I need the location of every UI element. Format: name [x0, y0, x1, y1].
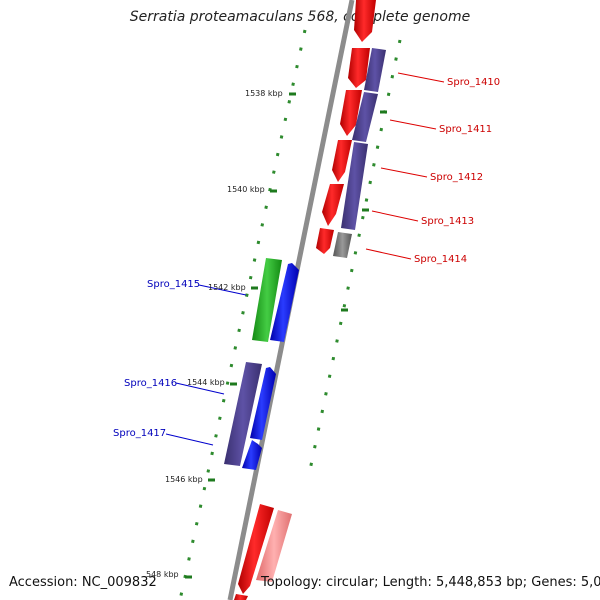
tick-labels: 1538 kbp 1540 kbp 1542 kbp 1544 kbp 1546…	[146, 89, 283, 579]
gene-label-spro-1410[interactable]: Spro_1410	[447, 77, 500, 88]
gene-block-pink	[256, 510, 292, 582]
gene-label-spro-1417[interactable]: Spro_1417	[113, 428, 166, 439]
gene-label-spro-1416[interactable]: Spro_1416	[124, 378, 177, 389]
tick-label: 1538 kbp	[245, 89, 283, 98]
gene-block-green	[252, 258, 282, 342]
tick-label: 1542 kbp	[208, 283, 246, 292]
tick-label: 1544 kbp	[187, 378, 225, 387]
gene-arrow	[332, 140, 352, 182]
gene-arrow	[238, 504, 274, 594]
gene-arrow	[316, 228, 334, 254]
connector-lines-left	[165, 284, 247, 446]
gene-labels: Spro_1410 Spro_1411 Spro_1412 Spro_1413 …	[113, 77, 500, 439]
gene-label-spro-1413[interactable]: Spro_1413	[421, 216, 474, 227]
gene-label-spro-1412[interactable]: Spro_1412	[430, 172, 483, 183]
tick-label: 1540 kbp	[227, 185, 265, 194]
gene-arrow	[322, 184, 344, 226]
gene-block-purple	[352, 92, 378, 142]
gene-label-spro-1411[interactable]: Spro_1411	[439, 124, 492, 135]
gene-block-gray	[333, 232, 352, 258]
gene-arrow	[340, 90, 362, 136]
gene-block-purple	[224, 362, 262, 466]
connector-lines-right	[365, 72, 445, 260]
map-title: Serratia proteamaculans 568, complete ge…	[129, 9, 471, 25]
gene-arrow	[348, 48, 370, 88]
topology-text: Topology: circular; Length: 5,448,853 bp…	[261, 575, 600, 590]
gene-arrow-blue	[242, 440, 262, 470]
inner-tick-track	[178, 29, 307, 600]
tick-label: 1546 kbp	[165, 475, 203, 484]
tick-label: 548 kbp	[146, 570, 179, 579]
accession-text: Accession: NC_009832	[9, 575, 157, 590]
gene-arrow-blue	[250, 367, 276, 440]
gene-label-spro-1415[interactable]: Spro_1415	[147, 279, 200, 290]
gene-block-purple	[364, 48, 386, 92]
gene-arrow	[234, 594, 248, 600]
gene-arrow-blue	[270, 263, 299, 342]
major-ticks	[185, 92, 387, 579]
gene-features-right	[316, 0, 386, 258]
gene-block-purple	[341, 142, 368, 230]
gene-label-spro-1414[interactable]: Spro_1414	[414, 254, 467, 265]
gene-features-left	[224, 258, 299, 600]
gene-arrow	[354, 0, 376, 42]
